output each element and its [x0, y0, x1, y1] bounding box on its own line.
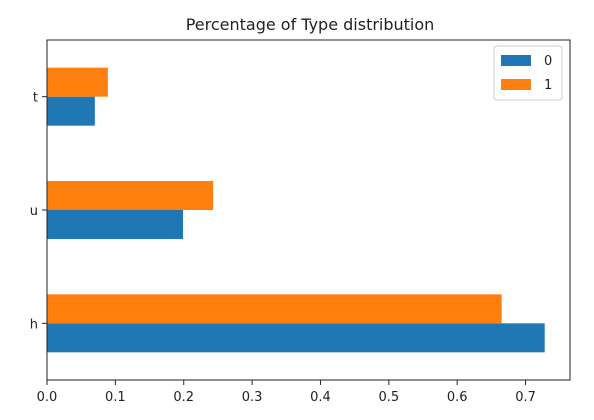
- y-tick-label-t: t: [33, 91, 38, 106]
- y-axis: h u t: [30, 91, 47, 332]
- bar-h-series-1: [47, 294, 502, 324]
- x-tick-label-0.1: 0.1: [105, 390, 126, 405]
- x-tick-label-0.3: 0.3: [242, 390, 263, 405]
- x-tick-label-0.4: 0.4: [310, 390, 331, 405]
- y-tick-label-u: u: [30, 204, 38, 219]
- x-tick-label-0.7: 0.7: [515, 390, 536, 405]
- legend-label-0: 0: [544, 54, 552, 69]
- y-tick-label-h: h: [30, 317, 38, 332]
- x-axis: 0.0 0.1 0.2 0.3 0.4 0.5 0.6 0.7: [37, 380, 536, 405]
- x-tick-label-0.6: 0.6: [447, 390, 468, 405]
- legend-label-1: 1: [544, 78, 552, 93]
- bar-u-series-1: [47, 181, 214, 210]
- bar-t-series-0: [47, 96, 95, 126]
- x-tick-label-0.5: 0.5: [378, 390, 399, 405]
- chart-title: Percentage of Type distribution: [186, 15, 435, 34]
- legend-swatch-1: [501, 79, 531, 90]
- x-tick-label-0.0: 0.0: [37, 390, 58, 405]
- bar-h-series-0: [47, 323, 545, 353]
- legend-swatch-0: [501, 55, 531, 66]
- bar-u-series-0: [47, 210, 184, 239]
- plot-frame: [46, 39, 571, 381]
- x-tick-label-0.2: 0.2: [173, 390, 194, 405]
- bars-group: [47, 67, 545, 353]
- bar-t-series-1: [47, 67, 108, 97]
- legend: 01: [493, 45, 563, 101]
